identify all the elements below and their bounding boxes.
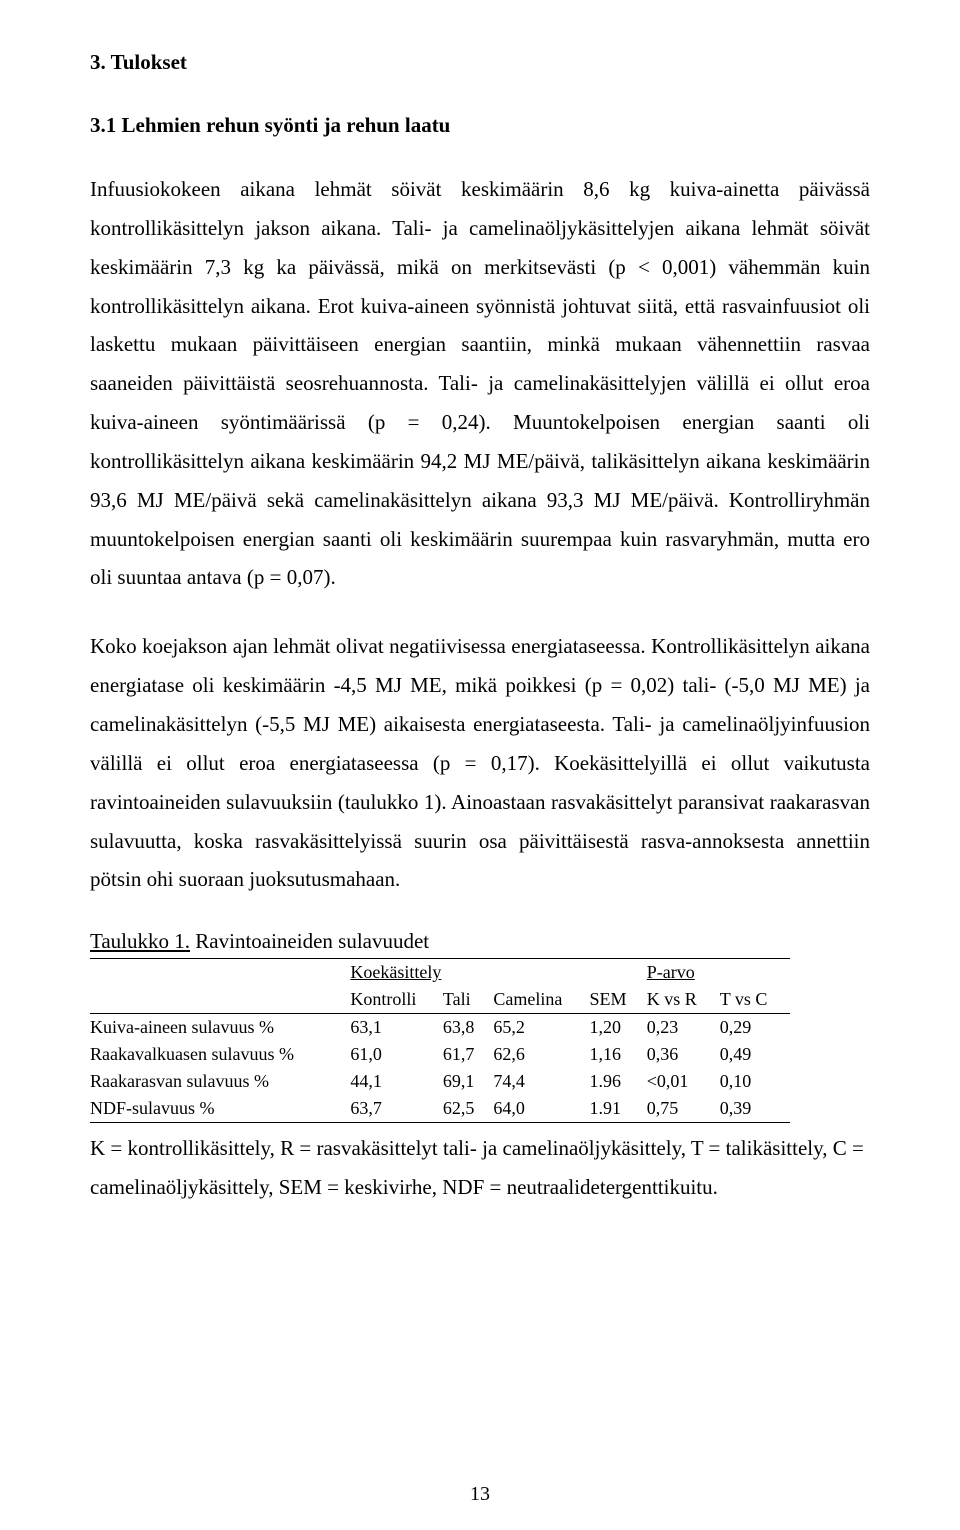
table-caption-rest: Ravintoaineiden sulavuudet <box>190 929 429 953</box>
table-header-blank <box>590 959 647 987</box>
table-cell: Raakavalkuasen sulavuus % <box>90 1041 350 1068</box>
table-cell: <0,01 <box>647 1068 720 1095</box>
digestibility-table: Koekäsittely P-arvo Kontrolli Tali Camel… <box>90 958 790 1123</box>
table-cell: Raakarasvan sulavuus % <box>90 1068 350 1095</box>
table-cell: 44,1 <box>350 1068 442 1095</box>
table-cell: 0,75 <box>647 1095 720 1123</box>
table-header-group-2: P-arvo <box>647 959 790 987</box>
table-cell: 1,20 <box>590 1014 647 1042</box>
section-heading: 3. Tulokset <box>90 50 870 75</box>
table-cell: Kuiva-aineen sulavuus % <box>90 1014 350 1042</box>
table-col-5: K vs R <box>647 986 720 1014</box>
table-cell: 63,8 <box>443 1014 494 1042</box>
table-head: Koekäsittely P-arvo Kontrolli Tali Camel… <box>90 959 790 1014</box>
table-col-2: Tali <box>443 986 494 1014</box>
table-cell: 0,10 <box>720 1068 790 1095</box>
table-cell: 1,16 <box>590 1041 647 1068</box>
table-header-row: Kontrolli Tali Camelina SEM K vs R T vs … <box>90 986 790 1014</box>
table-cell: NDF-sulavuus % <box>90 1095 350 1123</box>
table-cell: 0,39 <box>720 1095 790 1123</box>
table-caption: Taulukko 1. Ravintoaineiden sulavuudet <box>90 929 870 954</box>
table-cell: 69,1 <box>443 1068 494 1095</box>
table-cell: 74,4 <box>493 1068 589 1095</box>
page: 3. Tulokset 3.1 Lehmien rehun syönti ja … <box>0 0 960 1530</box>
table-col-1: Kontrolli <box>350 986 442 1014</box>
table-row: Kuiva-aineen sulavuus % 63,1 63,8 65,2 1… <box>90 1014 790 1042</box>
table-col-0 <box>90 986 350 1014</box>
table-row: Raakarasvan sulavuus % 44,1 69,1 74,4 1.… <box>90 1068 790 1095</box>
paragraph-2: Koko koejakson ajan lehmät olivat negati… <box>90 627 870 899</box>
table-cell: 0,29 <box>720 1014 790 1042</box>
subsection-heading: 3.1 Lehmien rehun syönti ja rehun laatu <box>90 113 870 138</box>
table-cell: 1.96 <box>590 1068 647 1095</box>
table-header-blank <box>90 959 350 987</box>
table-row: Raakavalkuasen sulavuus % 61,0 61,7 62,6… <box>90 1041 790 1068</box>
table-cell: 0,49 <box>720 1041 790 1068</box>
table-notes: K = kontrollikäsittely, R = rasvakäsitte… <box>90 1129 870 1207</box>
table-cell: 65,2 <box>493 1014 589 1042</box>
table-caption-label: Taulukko 1. <box>90 929 190 953</box>
table-body: Kuiva-aineen sulavuus % 63,1 63,8 65,2 1… <box>90 1014 790 1123</box>
table-cell: 1.91 <box>590 1095 647 1123</box>
table-row: NDF-sulavuus % 63,7 62,5 64,0 1.91 0,75 … <box>90 1095 790 1123</box>
page-number: 13 <box>0 1483 960 1506</box>
table-cell: 62,6 <box>493 1041 589 1068</box>
paragraph-1: Infuusiokokeen aikana lehmät söivät kesk… <box>90 170 870 597</box>
table-col-6: T vs C <box>720 986 790 1014</box>
table-col-3: Camelina <box>493 986 589 1014</box>
table-header-group-row: Koekäsittely P-arvo <box>90 959 790 987</box>
table-cell: 61,7 <box>443 1041 494 1068</box>
table-cell: 63,1 <box>350 1014 442 1042</box>
table-cell: 0,23 <box>647 1014 720 1042</box>
table-cell: 0,36 <box>647 1041 720 1068</box>
table-cell: 64,0 <box>493 1095 589 1123</box>
table-header-group-1: Koekäsittely <box>350 959 589 987</box>
table-cell: 61,0 <box>350 1041 442 1068</box>
table-col-4: SEM <box>590 986 647 1014</box>
table-cell: 62,5 <box>443 1095 494 1123</box>
table-cell: 63,7 <box>350 1095 442 1123</box>
